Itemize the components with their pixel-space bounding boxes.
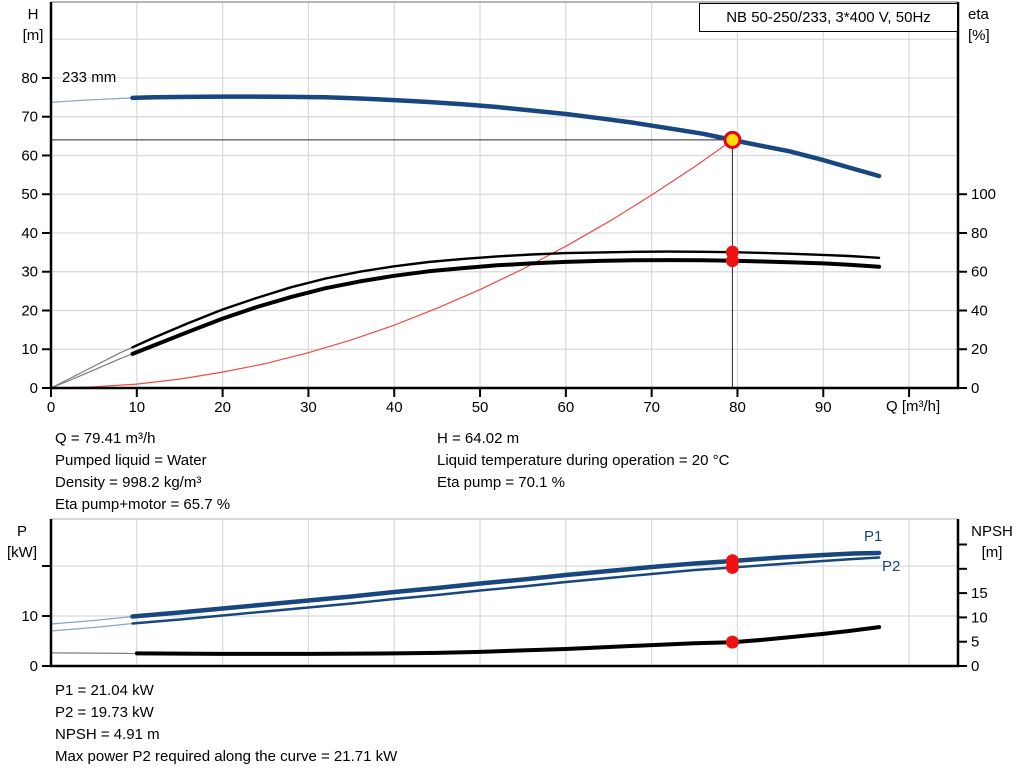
eta-pump-motor-operating-dot[interactable]	[725, 254, 739, 268]
npsh-operating-dot[interactable]	[725, 635, 739, 649]
y-right-tick-label: 80	[971, 225, 988, 242]
x-tick-label: 20	[214, 399, 231, 416]
y-left-tick-label: 20	[21, 302, 38, 319]
q-axis-label: Q [m³/h]	[886, 398, 941, 415]
p1-curve-label: P1	[864, 528, 883, 545]
y-left-tick-label: 10	[21, 341, 38, 358]
info-max-power: Max power P2 required along the curve = …	[55, 748, 398, 765]
x-tick-label: 40	[386, 399, 403, 416]
y-left-tick-label: 0	[30, 380, 38, 397]
gridlines	[51, 518, 958, 666]
curve-npsh-curve[interactable]	[134, 625, 882, 656]
x-tick-label: 80	[729, 399, 746, 416]
x-tick-label: 10	[128, 399, 145, 416]
duty-info-left: Q = 79.41 m³/h Pumped liquid = Water Den…	[55, 428, 230, 516]
impeller-diameter-label: 233 mm	[62, 69, 117, 86]
curve-system-curve[interactable]	[50, 139, 733, 389]
p2-curve-label: P2	[882, 558, 901, 575]
y-left-tick-label: 50	[21, 186, 38, 203]
x-tick-label: 70	[643, 399, 660, 416]
chart-head-eta: 0 10 20 30 40 50 60 70 80 90 0 10 20 30 40 50 60 70 80 0 20 4…	[21, 1, 996, 416]
y-left-tick-label: 30	[21, 264, 38, 281]
curve-head-curve-233mm[interactable]	[130, 94, 882, 179]
axes	[49, 2, 960, 390]
npsh-axis-unit-label: NPSH [m]	[963, 521, 1021, 563]
x-tick-label: 60	[558, 399, 575, 416]
y-left-tick-label: 80	[21, 70, 38, 87]
curve-p1-power-curve-thin	[50, 615, 133, 625]
pump-title-box: NB 50-250/233, 3*400 V, 50Hz	[699, 3, 958, 32]
y-left-tick-label: 60	[21, 147, 38, 164]
duty-info-right: H = 64.02 m Liquid temperature during op…	[437, 428, 729, 494]
info-p2: P2 = 19.73 kW	[55, 704, 154, 721]
x-tick-label: 50	[472, 399, 489, 416]
eta-axis-unit: [%]	[968, 27, 990, 44]
y-right-tick-label: 0	[971, 380, 979, 397]
curve-head-curve-233mm-thin	[50, 97, 133, 103]
curve-p2-power-curve[interactable]	[131, 556, 881, 625]
axes	[49, 519, 960, 668]
duty-point-marker[interactable]	[723, 130, 742, 149]
p-axis-unit: [kW]	[7, 544, 37, 561]
tick-labels: 0 10 20 30 40 50 60 70 80 90 0 10 20 30 40 50 60 70 80 0 20 4…	[21, 70, 996, 416]
eta-axis-symbol: eta	[968, 6, 989, 23]
curve-npsh-curve-thin	[50, 652, 137, 655]
y-left-tick-label: 70	[21, 109, 38, 126]
y-right-tick-label: 15	[971, 585, 988, 602]
y-right-tick-label: 0	[971, 658, 979, 675]
npsh-axis-symbol: NPSH	[971, 523, 1013, 540]
info-eta-pump: Eta pump = 70.1 %	[437, 474, 565, 491]
y-left-tick-label: 40	[21, 225, 38, 242]
curve-p2-power-curve-thin	[50, 622, 133, 632]
p-axis-symbol: P	[16, 523, 27, 540]
info-pumped-liquid: Pumped liquid = Water	[55, 452, 207, 469]
p2-operating-dot[interactable]	[725, 560, 739, 574]
y-right-tick-label: 60	[971, 264, 988, 281]
y-right-tick-label: 10	[971, 609, 988, 626]
info-liquid-temperature: Liquid temperature during operation = 20…	[437, 452, 730, 469]
y-left-tick-label: 0	[30, 658, 38, 675]
x-tick-label: 0	[47, 399, 55, 416]
info-density: Density = 998.2 kg/m³	[55, 474, 202, 491]
power-info: P1 = 21.04 kW P2 = 19.73 kW NPSH = 4.91 …	[55, 680, 397, 768]
gridlines	[51, 1, 958, 388]
info-p1: P1 = 21.04 kW	[55, 682, 154, 699]
info-q: Q = 79.41 m³/h	[55, 430, 156, 447]
y-right-tick-label: 40	[971, 302, 988, 319]
npsh-axis-unit: [m]	[981, 544, 1003, 561]
curve-p1-power-curve[interactable]	[130, 550, 882, 619]
chart-power-npsh: 0 10 0 5 10 15	[21, 518, 988, 675]
info-h: H = 64.02 m	[437, 430, 520, 447]
h-axis-symbol: H	[27, 6, 39, 23]
eta-axis-unit-label: eta [%]	[968, 4, 990, 46]
info-eta-pump-motor: Eta pump+motor = 65.7 %	[55, 496, 231, 513]
y-right-tick-label: 100	[971, 186, 996, 203]
y-right-tick-label: 20	[971, 341, 988, 358]
curve-eta-pump-curve[interactable]	[131, 250, 881, 349]
h-axis-unit: [m]	[22, 27, 44, 44]
y-left-tick-label: 10	[21, 608, 38, 625]
info-npsh: NPSH = 4.91 m	[55, 726, 160, 743]
curve-eta-pump-motor-curve-thin	[50, 353, 133, 389]
tick-labels: 0 10 0 5 10 15	[21, 543, 988, 675]
x-tick-label: 90	[815, 399, 832, 416]
curve-eta-pump-motor-curve[interactable]	[130, 258, 882, 356]
x-tick-label: 30	[300, 399, 317, 416]
h-axis-unit-label: H [m]	[13, 4, 53, 46]
y-right-tick-label: 5	[971, 634, 979, 651]
p-axis-unit-label: P [kW]	[2, 521, 42, 563]
curve-eta-pump-curve-thin	[50, 346, 133, 389]
